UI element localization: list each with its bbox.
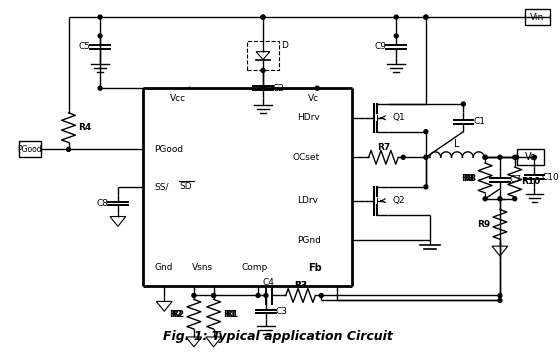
Circle shape	[394, 15, 398, 19]
Text: Vcc: Vcc	[170, 94, 186, 103]
Circle shape	[261, 69, 265, 73]
Text: C10: C10	[542, 173, 559, 182]
Circle shape	[498, 197, 502, 201]
Text: Fb: Fb	[309, 263, 322, 273]
Text: R3: R3	[294, 281, 307, 290]
Circle shape	[513, 197, 517, 201]
Text: R2: R2	[170, 310, 183, 319]
Text: D: D	[281, 41, 288, 50]
Circle shape	[192, 294, 196, 298]
Bar	[525, 9, 550, 25]
Text: C1: C1	[473, 117, 485, 126]
Text: SD: SD	[179, 182, 192, 191]
Text: Vin: Vin	[530, 13, 544, 22]
Circle shape	[483, 197, 487, 201]
Polygon shape	[206, 337, 222, 347]
Text: SS/: SS/	[155, 182, 169, 191]
Text: R4: R4	[78, 123, 91, 132]
Text: R3: R3	[294, 281, 307, 290]
Circle shape	[424, 15, 428, 19]
Circle shape	[261, 86, 265, 90]
Text: C4: C4	[263, 278, 275, 287]
Text: R1: R1	[225, 310, 238, 319]
Circle shape	[401, 155, 405, 159]
Polygon shape	[186, 337, 202, 347]
Circle shape	[483, 155, 487, 159]
Circle shape	[264, 294, 268, 298]
Circle shape	[256, 294, 260, 298]
Circle shape	[212, 294, 216, 298]
Circle shape	[319, 294, 323, 298]
Circle shape	[212, 294, 216, 298]
Circle shape	[498, 298, 502, 302]
Circle shape	[515, 155, 519, 159]
Text: Vsns: Vsns	[192, 264, 213, 272]
Text: Vc: Vc	[309, 94, 320, 103]
Polygon shape	[492, 246, 508, 256]
Text: C8: C8	[96, 199, 108, 208]
Text: R9: R9	[478, 220, 491, 229]
Polygon shape	[256, 52, 270, 60]
Text: HDrv: HDrv	[297, 113, 320, 122]
Circle shape	[498, 155, 502, 159]
Text: R1: R1	[223, 310, 236, 319]
Text: C5: C5	[78, 42, 90, 51]
Text: R8: R8	[461, 173, 474, 182]
Circle shape	[461, 102, 465, 106]
Circle shape	[513, 155, 517, 159]
Circle shape	[533, 155, 536, 159]
Circle shape	[424, 15, 428, 19]
Text: PGood: PGood	[18, 145, 43, 154]
Polygon shape	[110, 216, 126, 227]
Circle shape	[98, 15, 102, 19]
Text: C9: C9	[375, 42, 386, 51]
Text: C3: C3	[276, 307, 288, 316]
Text: R8: R8	[463, 173, 476, 182]
Text: Comp: Comp	[241, 264, 268, 272]
Text: LDrv: LDrv	[297, 196, 319, 205]
Text: PGnd: PGnd	[297, 236, 321, 245]
Text: PGood: PGood	[155, 145, 184, 154]
Circle shape	[394, 34, 398, 38]
Text: Q1: Q1	[393, 113, 405, 122]
Text: R2: R2	[171, 310, 185, 319]
Polygon shape	[156, 302, 172, 311]
Text: C7: C7	[510, 176, 522, 185]
Text: Q2: Q2	[393, 196, 405, 205]
Circle shape	[261, 15, 265, 19]
Circle shape	[98, 86, 102, 90]
Circle shape	[424, 155, 428, 159]
Circle shape	[424, 130, 428, 134]
Circle shape	[67, 148, 71, 151]
Text: R10: R10	[521, 177, 540, 186]
Text: L: L	[454, 139, 460, 149]
Circle shape	[315, 86, 319, 90]
Circle shape	[498, 294, 502, 298]
Text: Vo: Vo	[525, 152, 536, 162]
Text: C2: C2	[273, 84, 284, 93]
Circle shape	[424, 185, 428, 189]
Circle shape	[98, 34, 102, 38]
Circle shape	[261, 15, 265, 19]
Bar	[19, 141, 41, 157]
Text: OCset: OCset	[293, 153, 320, 162]
Text: R7: R7	[377, 143, 390, 152]
Circle shape	[483, 155, 487, 159]
Text: Gnd: Gnd	[155, 264, 173, 272]
Text: Fig. 1: Typical application Circuit: Fig. 1: Typical application Circuit	[163, 330, 393, 344]
Bar	[517, 149, 544, 165]
